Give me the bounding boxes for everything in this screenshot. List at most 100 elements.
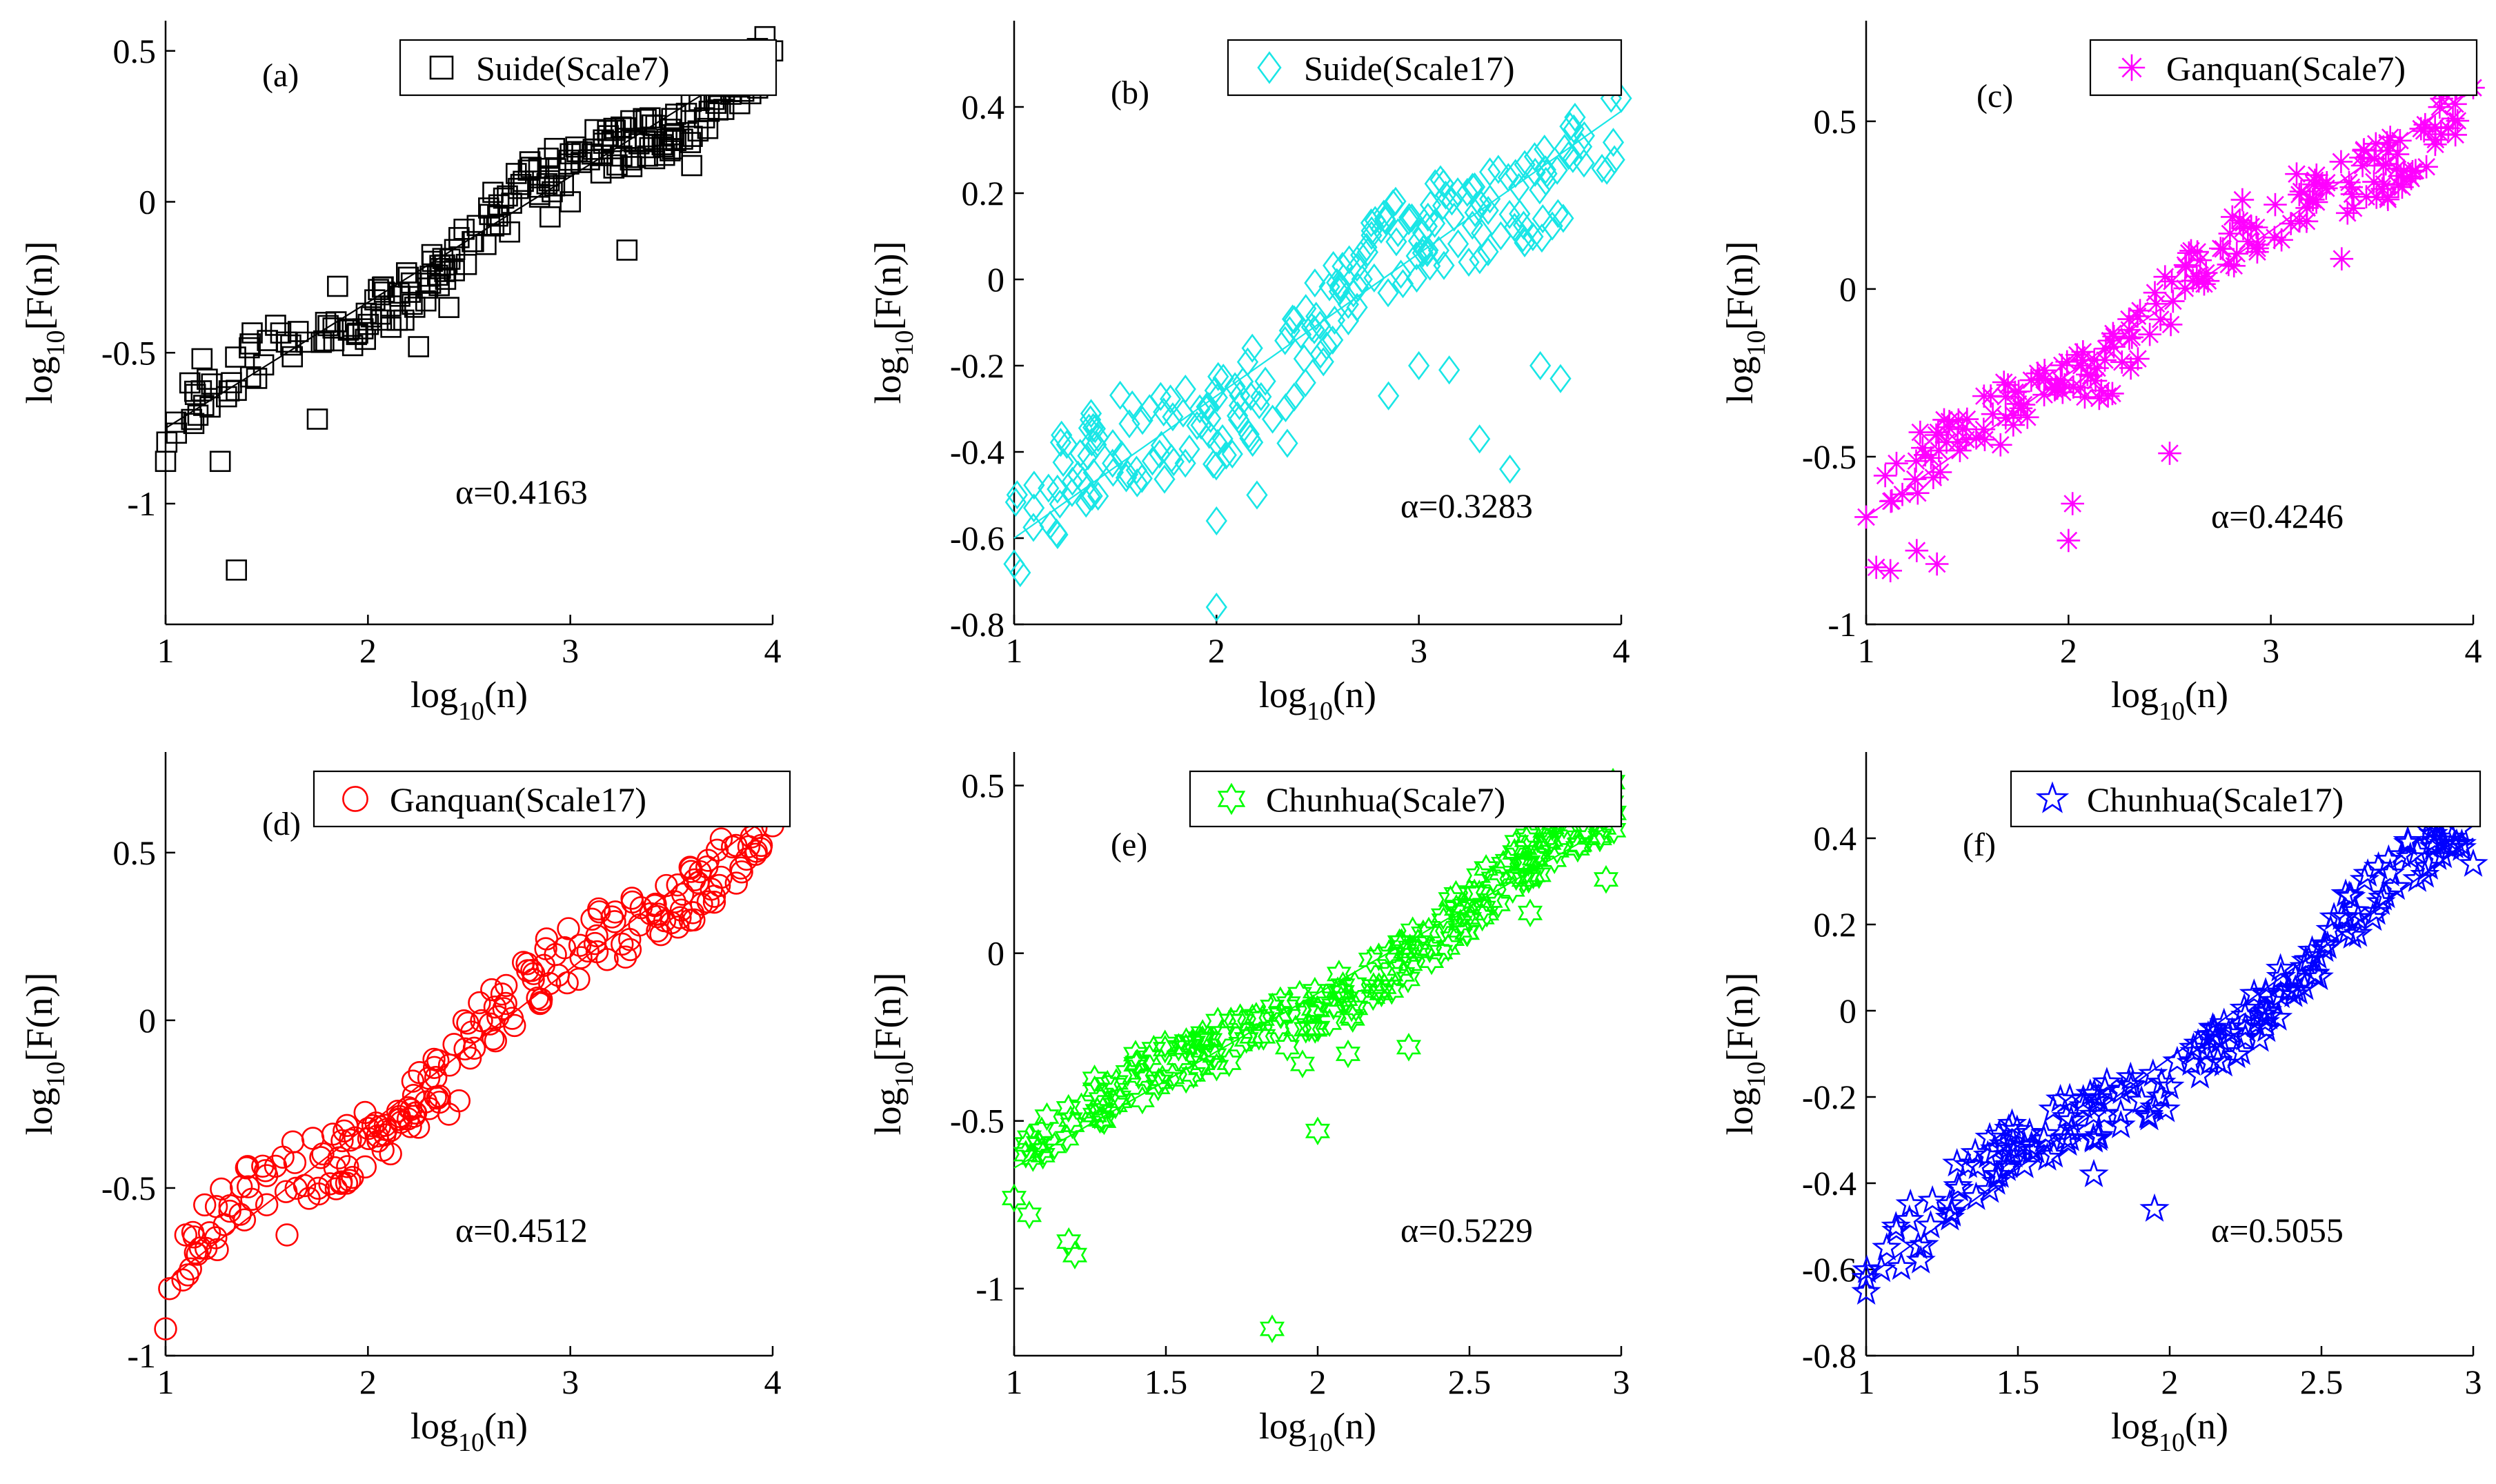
data-point <box>1412 235 1434 264</box>
x-tick-label: 1 <box>1858 1363 1875 1401</box>
data-point <box>1541 211 1563 241</box>
data-point <box>1366 972 1391 1001</box>
panel-label: (e) <box>1111 827 1147 863</box>
data-point <box>402 293 423 315</box>
data-point <box>1274 393 1297 423</box>
data-point <box>240 1187 264 1211</box>
data-point <box>2119 356 2143 380</box>
data-point <box>296 331 317 353</box>
data-point <box>2239 978 2269 1007</box>
data-point <box>696 849 720 872</box>
data-point <box>327 275 348 297</box>
data-point <box>1517 898 1543 928</box>
data-point <box>1115 1058 1140 1087</box>
alpha-annotation: α=0.4163 <box>455 473 588 511</box>
data-point <box>2188 248 2212 273</box>
data-point <box>565 136 586 158</box>
data-point <box>1084 1096 1110 1126</box>
data-point <box>2208 1048 2239 1077</box>
data-point <box>1149 1065 1175 1094</box>
data-point <box>1218 1006 1244 1036</box>
data-point <box>1260 992 1285 1022</box>
data-point <box>1149 439 1171 469</box>
data-point <box>155 451 177 473</box>
data-point <box>2209 237 2232 260</box>
series-markers <box>154 786 784 1340</box>
x-axis-label: log10(n) <box>410 1405 528 1457</box>
data-point <box>1866 1254 1896 1283</box>
data-point <box>611 932 634 956</box>
data-point <box>344 1126 367 1149</box>
legend-marker <box>342 786 368 812</box>
data-point <box>2228 208 2252 233</box>
data-point <box>1412 238 1434 268</box>
data-point <box>2363 147 2386 170</box>
data-point <box>187 404 209 426</box>
data-point <box>1948 439 1972 462</box>
data-point <box>1534 135 1556 164</box>
data-point <box>2288 183 2311 206</box>
data-point <box>301 1127 325 1150</box>
data-point <box>2126 347 2150 370</box>
data-point <box>252 354 275 376</box>
data-point <box>1387 218 1409 248</box>
data-point <box>1131 406 1153 435</box>
data-point <box>1205 1007 1231 1036</box>
data-point <box>225 346 246 368</box>
data-point <box>2285 162 2308 186</box>
data-point <box>281 346 304 368</box>
data-point <box>1992 370 2016 394</box>
data-point <box>181 408 203 431</box>
data-point <box>2049 368 2072 392</box>
data-point <box>1994 406 2018 430</box>
data-point <box>283 1151 307 1174</box>
data-point <box>239 366 261 388</box>
data-point <box>2159 313 2183 337</box>
data-point <box>653 909 677 933</box>
data-point <box>1467 879 1492 909</box>
data-point <box>720 835 744 859</box>
data-point <box>1087 423 1109 453</box>
data-point <box>1205 451 1227 481</box>
data-point <box>1458 247 1480 277</box>
data-point <box>470 1009 493 1033</box>
x-axis-label: log10(n) <box>1259 1405 1376 1457</box>
chart-panel-b: 1 2 3 4 -0.8 -0.6 -0.4 -0.2 0 0.2 0.4 log10(n) log10… <box>867 21 1632 726</box>
data-point <box>689 860 712 884</box>
data-point <box>1573 148 1595 178</box>
data-point <box>380 317 402 338</box>
data-point <box>1267 986 1293 1016</box>
x-tick-label: 3 <box>562 1363 579 1401</box>
data-point <box>1430 901 1456 931</box>
data-point <box>483 215 505 237</box>
data-point <box>649 922 673 947</box>
data-point <box>2444 92 2467 116</box>
data-point <box>218 1199 241 1223</box>
data-point <box>2253 1000 2284 1030</box>
data-point <box>237 1175 260 1198</box>
data-point <box>2139 1193 2170 1222</box>
data-point <box>544 175 566 197</box>
data-point <box>666 873 689 897</box>
y-tick-label: 0.5 <box>113 32 157 70</box>
legend-label: Ganquan(Scale7) <box>2166 49 2406 88</box>
y-tick-label: 0 <box>987 934 1004 973</box>
data-point <box>1602 128 1625 157</box>
y-tick-label: -0.6 <box>950 519 1004 557</box>
data-point <box>341 335 364 357</box>
data-point <box>1390 960 1416 989</box>
data-point <box>2126 304 2150 328</box>
data-point <box>744 840 768 863</box>
data-point <box>1909 1229 1939 1258</box>
data-point <box>364 289 386 310</box>
data-point <box>2232 211 2255 235</box>
data-point <box>1385 227 1407 257</box>
data-point <box>179 372 201 394</box>
data-point <box>2372 172 2396 196</box>
y-axis-label: log10[F(n)] <box>867 973 919 1136</box>
data-point <box>1502 838 1527 867</box>
data-point <box>1102 1076 1128 1105</box>
data-point <box>1921 466 1945 489</box>
y-tick-label: -0.5 <box>101 1169 156 1207</box>
data-point <box>2300 958 2330 987</box>
